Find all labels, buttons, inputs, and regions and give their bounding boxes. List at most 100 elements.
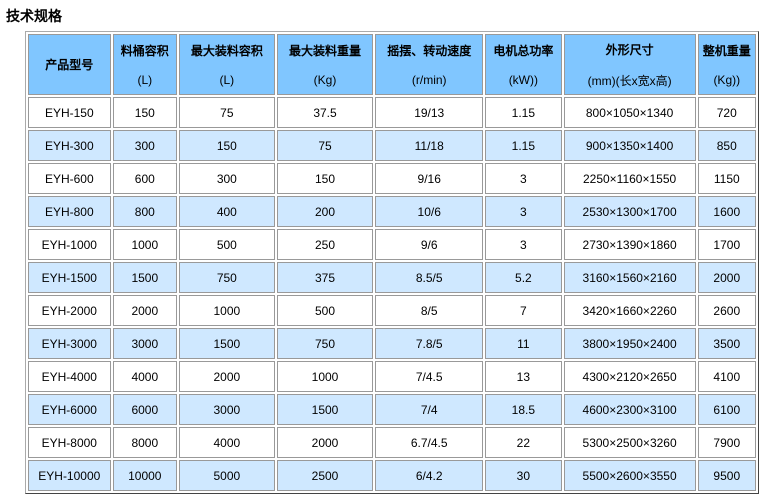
table-cell: EYH-150 xyxy=(28,97,111,128)
column-header: 料桶容积 (L) xyxy=(112,34,178,95)
table-cell: 150 xyxy=(112,97,178,128)
table-cell: 18.5 xyxy=(485,394,562,425)
table-cell: 13 xyxy=(485,361,562,392)
header-label: 产品型号 xyxy=(45,58,94,72)
table-cell: 3000 xyxy=(179,394,275,425)
table-cell: 4300×2120×2650 xyxy=(563,361,696,392)
header-label: 最大装料容积 xyxy=(190,44,263,58)
table-cell: 8/5 xyxy=(375,295,484,326)
table-cell: 7.8/5 xyxy=(375,328,484,359)
table-row: EYH-1500 1500 750 375 8.5/5 5.2 3160×1560×2160… xyxy=(28,262,756,293)
table-cell: 30 xyxy=(485,460,562,491)
table-row: EYH-1000 1000 500 250 9/6 3 2730×1390×1860 1700 xyxy=(28,229,756,260)
table-cell: 7/4 xyxy=(375,394,484,425)
table-cell: 600 xyxy=(112,163,178,194)
header-unit: (kW)) xyxy=(508,73,539,87)
table-cell: 5300×2500×3260 xyxy=(563,427,696,458)
table-cell: 900×1350×1400 xyxy=(563,130,696,161)
table-cell: 3 xyxy=(485,196,562,227)
table-cell: EYH-800 xyxy=(28,196,111,227)
table-cell: EYH-3000 xyxy=(28,328,111,359)
header-unit: (mm)(长x宽x高) xyxy=(587,73,672,88)
table-cell: 800 xyxy=(112,196,178,227)
table-cell: 6.7/4.5 xyxy=(375,427,484,458)
table-cell: 6000 xyxy=(112,394,178,425)
table-cell: 1700 xyxy=(697,229,756,260)
table-cell: 10/6 xyxy=(375,196,484,227)
header-label: 料桶容积 xyxy=(120,44,169,58)
table-cell: 3 xyxy=(485,229,562,260)
header-unit: (L) xyxy=(137,73,153,87)
table-row: EYH-4000 4000 2000 1000 7/4.5 13 4300×2120×265… xyxy=(28,361,756,392)
table-cell: 2250×1160×1550 xyxy=(563,163,696,194)
table-cell: 500 xyxy=(179,229,275,260)
header-label: 最大装料重量 xyxy=(289,44,362,58)
header-row: 产品型号 料桶容积 (L) 最大装料容积 (L) 最大装料重量 (Kg) 摇摆、转动速度 (r/… xyxy=(28,34,756,95)
table-cell: 11/18 xyxy=(375,130,484,161)
table-cell: 4600×2300×3100 xyxy=(563,394,696,425)
table-cell: 4100 xyxy=(697,361,756,392)
table-cell: 1500 xyxy=(112,262,178,293)
table-cell: 3000 xyxy=(112,328,178,359)
table-cell: 5000 xyxy=(179,460,275,491)
table-cell: 7/4.5 xyxy=(375,361,484,392)
header-label: 摇摆、转动速度 xyxy=(387,44,472,58)
table-cell: 1000 xyxy=(112,229,178,260)
header-unit: (L) xyxy=(219,73,235,87)
table-cell: 11 xyxy=(485,328,562,359)
table-cell: 800×1050×1340 xyxy=(563,97,696,128)
table-cell: 2500 xyxy=(276,460,374,491)
table-cell: 720 xyxy=(697,97,756,128)
table-cell: 19/13 xyxy=(375,97,484,128)
table-cell: 2000 xyxy=(276,427,374,458)
table-cell: 22 xyxy=(485,427,562,458)
table-cell: 4000 xyxy=(179,427,275,458)
table-cell: 1.15 xyxy=(485,97,562,128)
table-cell: 3420×1660×2260 xyxy=(563,295,696,326)
table-row: EYH-2000 2000 1000 500 8/5 7 3420×1660×2260 260… xyxy=(28,295,756,326)
table-cell: 75 xyxy=(179,97,275,128)
table-row: EYH-150 150 75 37.5 19/13 1.15 800×1050×1340 72… xyxy=(28,97,756,128)
header-label: 整机重量 xyxy=(702,44,751,58)
table-cell: 1000 xyxy=(179,295,275,326)
column-header: 外形尺寸 (mm)(长x宽x高) xyxy=(563,34,696,95)
table-cell: 8.5/5 xyxy=(375,262,484,293)
table-cell: 1500 xyxy=(179,328,275,359)
table-cell: 850 xyxy=(697,130,756,161)
section-title: 技术规格 xyxy=(6,9,62,25)
table-cell: 37.5 xyxy=(276,97,374,128)
table-cell: 250 xyxy=(276,229,374,260)
table-row: EYH-800 800 400 200 10/6 3 2530×1300×1700 1600 xyxy=(28,196,756,227)
table-cell: EYH-2000 xyxy=(28,295,111,326)
table-cell: 300 xyxy=(112,130,178,161)
table-cell: 1000 xyxy=(276,361,374,392)
table-cell: 150 xyxy=(179,130,275,161)
header-label: 外形尺寸 xyxy=(605,42,654,57)
table-cell: 750 xyxy=(179,262,275,293)
table-row: EYH-600 600 300 150 9/16 3 2250×1160×1550 1150 xyxy=(28,163,756,194)
table-cell: 3800×1950×2400 xyxy=(563,328,696,359)
table-cell: EYH-1500 xyxy=(28,262,111,293)
column-header: 最大装料容积 (L) xyxy=(179,34,275,95)
table-cell: 9/16 xyxy=(375,163,484,194)
column-header: 整机重量 (Kg)) xyxy=(697,34,756,95)
table-cell: 7 xyxy=(485,295,562,326)
column-header: 最大装料重量 (Kg) xyxy=(276,34,374,95)
table-row: EYH-300 300 150 75 11/18 1.15 900×1350×1400 850 xyxy=(28,130,756,161)
table-cell: 750 xyxy=(276,328,374,359)
table-cell: 2530×1300×1700 xyxy=(563,196,696,227)
table-cell: 9/6 xyxy=(375,229,484,260)
table-cell: 400 xyxy=(179,196,275,227)
table-cell: EYH-300 xyxy=(28,130,111,161)
table-cell: 300 xyxy=(179,163,275,194)
column-header: 电机总功率 (kW)) xyxy=(485,34,562,95)
table-cell: EYH-1000 xyxy=(28,229,111,260)
table-cell: 1500 xyxy=(276,394,374,425)
table-row: EYH-3000 3000 1500 750 7.8/5 11 3800×1950×2400… xyxy=(28,328,756,359)
table-cell: 5500×2600×3550 xyxy=(563,460,696,491)
spec-table: 产品型号 料桶容积 (L) 最大装料容积 (L) 最大装料重量 (Kg) 摇摆、转动速度 (r/… xyxy=(25,31,759,494)
table-cell: 500 xyxy=(276,295,374,326)
table-cell: 3 xyxy=(485,163,562,194)
header-label: 电机总功率 xyxy=(493,44,554,58)
table-cell: 9500 xyxy=(697,460,756,491)
